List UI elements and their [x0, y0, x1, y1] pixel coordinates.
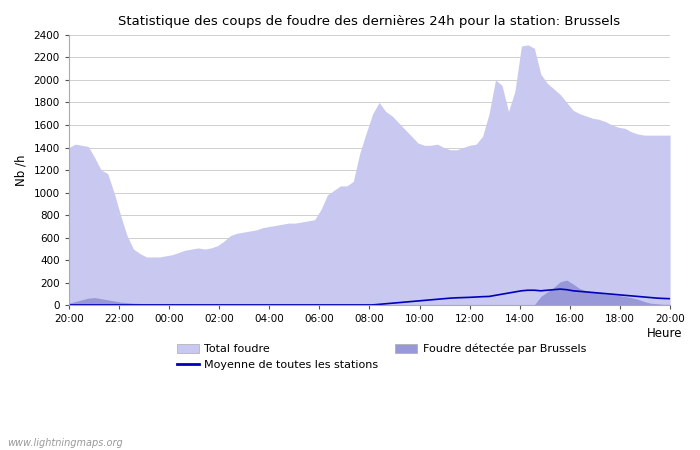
Legend: Total foudre, Moyenne de toutes les stations, Foudre détectée par Brussels: Total foudre, Moyenne de toutes les stat… — [176, 344, 587, 370]
Text: www.lightningmaps.org: www.lightningmaps.org — [7, 438, 122, 448]
Y-axis label: Nb /h: Nb /h — [15, 154, 28, 186]
Title: Statistique des coups de foudre des dernières 24h pour la station: Brussels: Statistique des coups de foudre des dern… — [118, 15, 620, 28]
X-axis label: Heure: Heure — [647, 327, 682, 340]
